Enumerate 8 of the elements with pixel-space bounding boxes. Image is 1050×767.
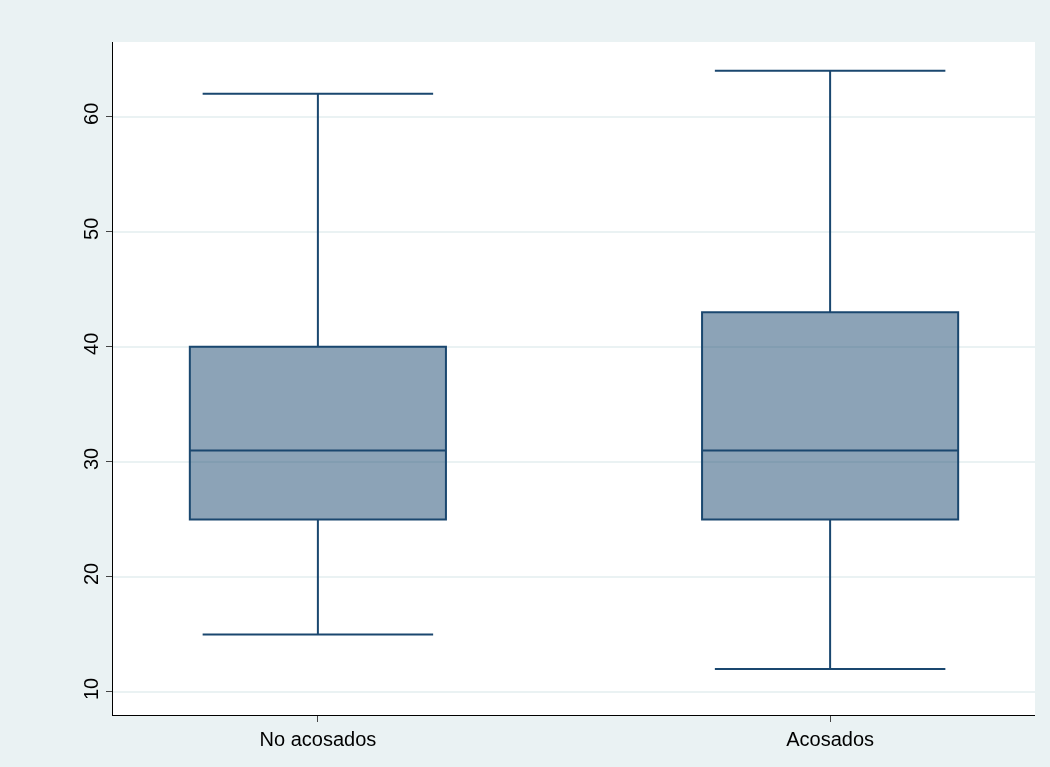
y-tick-label: 40 (80, 332, 102, 355)
y-tick-label: 20 (80, 562, 102, 586)
x-tick-label: Acosados (786, 728, 875, 750)
y-tick-label: 30 (80, 447, 102, 471)
x-tick-label: No acosados (259, 728, 377, 750)
y-tick-label: 10 (80, 677, 102, 701)
y-tick-label: 60 (80, 102, 102, 125)
y-tick-label: 50 (80, 217, 102, 240)
